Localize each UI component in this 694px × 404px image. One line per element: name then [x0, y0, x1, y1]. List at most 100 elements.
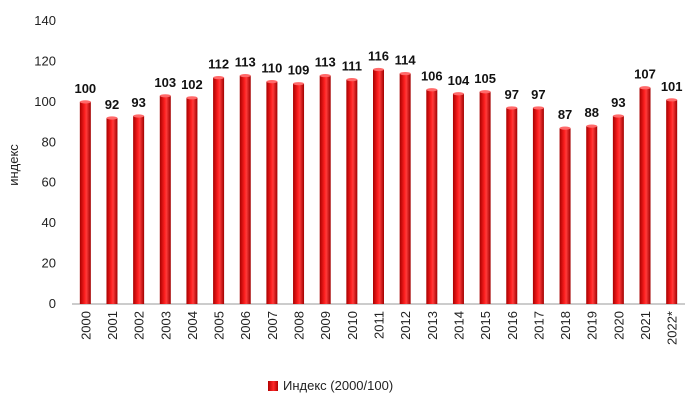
- data-label: 92: [105, 97, 119, 112]
- x-tick-label: 2019: [585, 311, 600, 340]
- bar-top: [452, 92, 464, 96]
- x-tick-label: 2000: [78, 311, 93, 340]
- x-tick-label: 2006: [238, 311, 253, 340]
- bar: [79, 101, 91, 304]
- data-label: 93: [611, 95, 625, 110]
- bar: [399, 73, 411, 304]
- x-tick-label: 2015: [478, 311, 493, 340]
- bar: [532, 107, 544, 305]
- bar: [213, 77, 225, 304]
- bar: [239, 75, 251, 304]
- data-label: 97: [505, 87, 519, 102]
- legend-label: Индекс (2000/100): [283, 378, 394, 393]
- bar-top: [612, 114, 624, 118]
- bar-top: [586, 124, 598, 128]
- x-tick-label: 2013: [425, 311, 440, 340]
- data-label: 109: [288, 63, 310, 78]
- bar-top: [559, 126, 571, 130]
- data-label: 106: [421, 69, 443, 84]
- data-label: 100: [74, 81, 96, 96]
- bar-top: [293, 82, 305, 86]
- bar-top: [213, 76, 225, 80]
- bar-top: [532, 106, 544, 110]
- bar: [612, 116, 624, 304]
- x-tick-label: 2010: [345, 311, 360, 340]
- data-label: 103: [154, 75, 176, 90]
- data-label: 112: [208, 57, 229, 72]
- x-tick-label: 2002: [132, 311, 147, 340]
- data-label: 104: [448, 73, 470, 88]
- y-tick-label: 60: [42, 175, 56, 190]
- x-tick-label: 2016: [505, 311, 520, 340]
- bar-top: [373, 67, 384, 72]
- bar-top: [133, 114, 145, 118]
- bar-top: [426, 88, 438, 92]
- x-tick-label: 2022*: [665, 311, 680, 345]
- x-tick-label: 2009: [318, 311, 333, 340]
- bar: [452, 93, 464, 305]
- bar: [133, 116, 145, 304]
- bar-top: [79, 100, 91, 104]
- legend: Индекс (2000/100): [268, 378, 393, 393]
- y-tick-label: 80: [42, 134, 56, 149]
- data-label: 93: [131, 95, 145, 110]
- bar: [293, 83, 305, 305]
- data-label: 107: [634, 67, 656, 82]
- bar: [586, 126, 598, 304]
- bar: [426, 89, 438, 304]
- bar: [666, 99, 678, 304]
- y-tick-label: 40: [42, 215, 56, 230]
- x-tick-label: 2020: [611, 311, 626, 340]
- bar: [506, 107, 518, 305]
- data-label: 113: [315, 55, 336, 70]
- data-label: 116: [368, 49, 389, 64]
- data-label: 110: [261, 61, 282, 76]
- bar-top: [639, 86, 651, 90]
- bar: [346, 79, 358, 304]
- bar: [479, 91, 491, 304]
- data-label: 102: [181, 77, 203, 92]
- data-label: 114: [395, 53, 417, 68]
- bar-top: [346, 78, 358, 82]
- bar-top: [186, 96, 198, 100]
- bar: [373, 69, 384, 304]
- data-label: 101: [661, 79, 683, 94]
- bar-top: [506, 106, 518, 110]
- x-tick-label: 2001: [105, 311, 120, 340]
- x-tick-label: 2005: [212, 311, 227, 340]
- x-tick-label: 2004: [185, 311, 200, 340]
- bar-top: [319, 73, 331, 78]
- data-label: 105: [474, 71, 496, 86]
- bar: [319, 75, 331, 304]
- data-label: 97: [531, 87, 545, 102]
- y-tick-label: 0: [49, 296, 56, 311]
- data-label: 111: [342, 59, 362, 74]
- y-tick-label: 20: [42, 256, 56, 271]
- data-label: 87: [558, 107, 572, 122]
- x-tick-label: 2011: [372, 311, 387, 339]
- bar: [559, 128, 571, 304]
- x-tick-label: 2008: [292, 311, 307, 340]
- x-tick-label: 2018: [558, 311, 573, 340]
- x-tick-label: 2021: [638, 311, 653, 340]
- bar-top: [106, 116, 118, 120]
- data-label: 113: [235, 55, 256, 70]
- y-tick-label: 120: [34, 53, 56, 68]
- x-tick-label: 2012: [398, 311, 413, 340]
- bar-top: [159, 94, 171, 98]
- bar: [186, 97, 198, 304]
- bar-top: [266, 80, 278, 84]
- legend-swatch: [268, 380, 278, 391]
- y-axis-label: индекс: [6, 144, 21, 186]
- bar: [159, 95, 171, 305]
- x-tick-label: 2017: [531, 311, 546, 340]
- bar: [106, 118, 118, 305]
- x-tick-label: 2007: [265, 311, 280, 340]
- bar: [639, 87, 651, 304]
- y-tick-label: 100: [34, 94, 56, 109]
- bar-top: [239, 73, 251, 78]
- bar: [266, 81, 278, 305]
- x-tick-label: 2014: [451, 311, 466, 340]
- x-tick-label: 2003: [158, 311, 173, 340]
